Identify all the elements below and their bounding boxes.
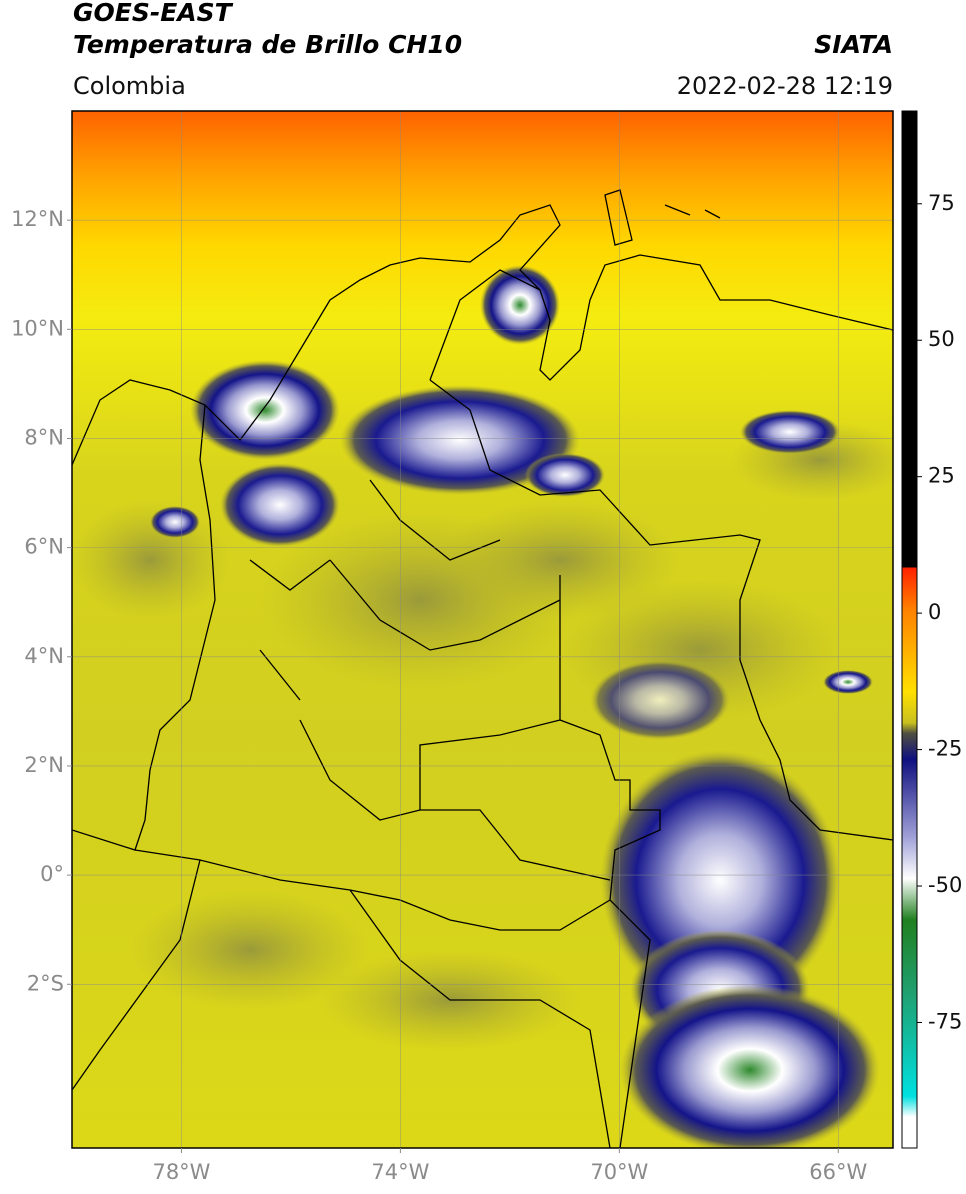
lat-tick-label: 8°N [24,425,64,449]
datetime: 2022-02-28 12:19 [677,72,893,100]
subtitle: Temperatura de Brillo CH10 [73,30,462,59]
colorbar-tick-label: 50 [928,327,955,351]
colorbar-tick-label: -25 [928,737,962,761]
borders [72,189,893,1148]
colorbar-tick-label: 25 [928,464,955,488]
colorbar-tick-label: -75 [928,1009,962,1033]
lat-tick-label: 10°N [11,316,64,340]
source: SIATA [814,30,893,59]
lon-tick-label: 66°W [809,1160,867,1184]
lon-tick-label: 70°W [590,1160,648,1184]
title: GOES-EAST [73,0,234,27]
lat-tick-label: 0° [40,862,64,886]
map [72,111,893,1148]
lat-tick-label: 2°S [27,971,64,995]
lat-tick-label: 12°N [11,207,64,231]
colorbar-tick-label: 75 [928,191,955,215]
lat-tick-label: 4°N [24,644,64,668]
colorbar [901,110,918,1149]
lon-tick-label: 74°W [371,1160,429,1184]
lon-tick-label: 78°W [152,1160,210,1184]
lat-tick-label: 6°N [24,535,64,559]
lat-tick-label: 2°N [24,753,64,777]
grid [72,111,893,1148]
colorbar-tick-label: 0 [928,600,941,624]
region: Colombia [73,72,186,100]
colorbar-tick-label: -50 [928,873,962,897]
map-frame [71,110,894,1149]
